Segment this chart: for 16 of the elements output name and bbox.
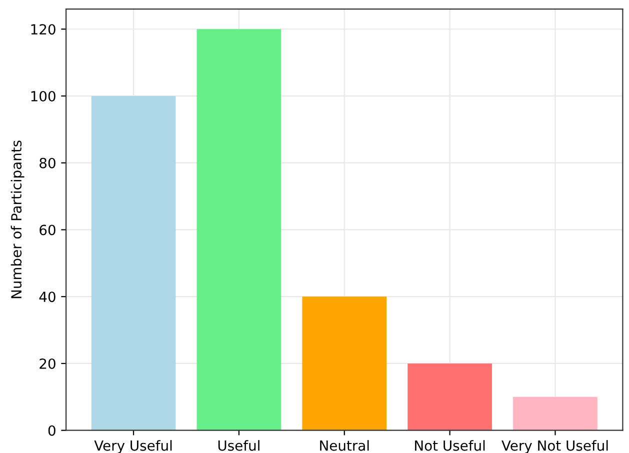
x-tick-label: Not Useful [415,440,485,451]
x-tick-label: Neutral [320,440,369,451]
y-tick-label: 40 [39,292,56,302]
y-tick-label: 0 [48,425,56,436]
y-tick-label: 80 [40,158,56,168]
y-tick-label: 120 [31,24,56,35]
y-axis-title: Number of Participants [10,140,24,298]
bar [91,96,176,430]
bar [302,296,387,430]
y-tick-label: 60 [40,224,56,236]
bar [196,29,282,430]
y-tick-label: 100 [31,90,56,102]
y-tick-label: 20 [40,358,56,369]
bar [513,396,598,430]
bar [408,363,492,430]
x-tick-label: Useful [218,440,260,451]
